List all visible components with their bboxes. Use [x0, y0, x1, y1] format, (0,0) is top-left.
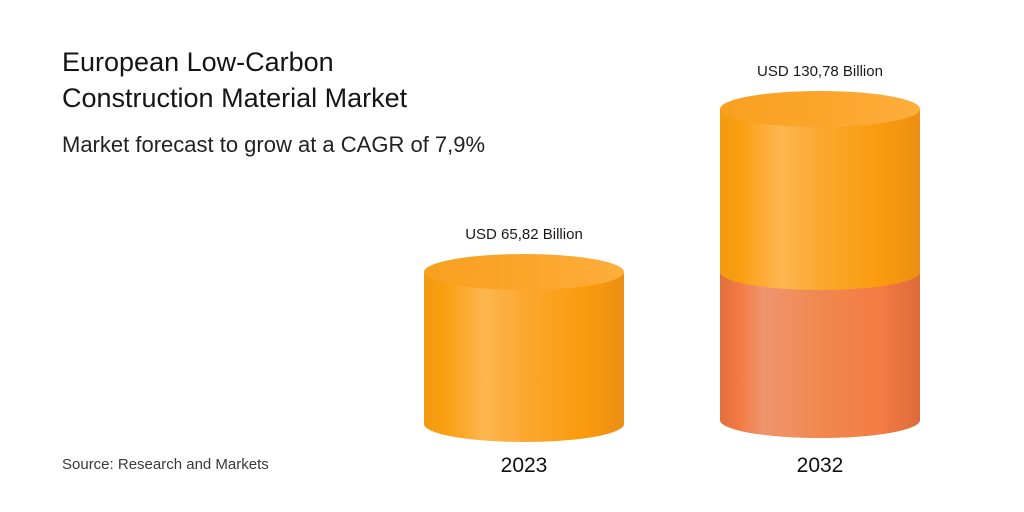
cylinder-2032-body-base: [720, 272, 920, 438]
value-label-2023: USD 65,82 Billion: [465, 226, 583, 243]
cylinder-2023-top: [424, 254, 624, 290]
chart-title: European Low-Carbon Construction Materia…: [62, 44, 407, 116]
cylinder-2032: [720, 91, 920, 438]
cylinder-2023: [424, 254, 624, 442]
chart-subtitle: Market forecast to grow at a CAGR of 7,9…: [62, 132, 486, 157]
year-label-2032: 2032: [796, 454, 844, 477]
value-label-2032: USD 130,78 Billion: [757, 63, 883, 80]
source-note: Source: Research and Markets: [62, 456, 269, 473]
cylinder-2023-body: [424, 272, 624, 442]
chart-title-line1: European Low-Carbon: [62, 47, 334, 77]
cylinder-2032-top: [720, 91, 920, 127]
chart-title-line2: Construction Material Market: [62, 83, 408, 113]
year-label-2023: 2023: [500, 454, 548, 477]
